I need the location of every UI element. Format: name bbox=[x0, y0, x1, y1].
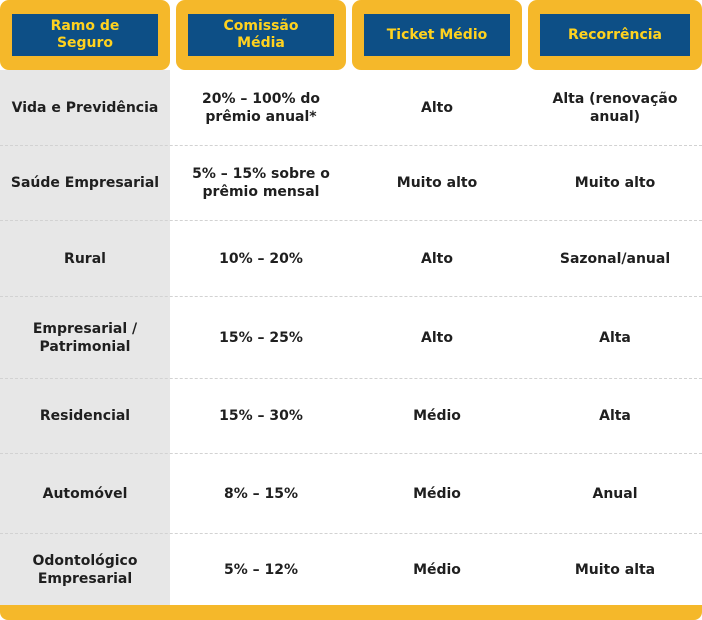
cell-recorrencia: Muito alto bbox=[574, 175, 656, 191]
cell-recorrencia: Alta bbox=[599, 408, 631, 424]
cell-ticket: Médio bbox=[413, 485, 461, 502]
cell-ramo: Rural bbox=[64, 250, 106, 267]
cell-ramo: Residencial bbox=[39, 408, 131, 424]
cell-comissao: 15% – 25% bbox=[219, 329, 303, 346]
cell-comissao: 15% – 30% bbox=[219, 408, 303, 424]
table-row: Empresarial / Patrimonial 15% – 25% Alto… bbox=[0, 297, 702, 379]
header-cell-comissao: Comissão Média bbox=[176, 0, 346, 70]
header-label-ticket: Ticket Médio bbox=[364, 14, 510, 56]
cell-recorrencia: Alta (renovação anual) bbox=[552, 90, 678, 125]
bottom-accent-bar bbox=[0, 605, 702, 620]
table-row: Saúde Empresarial 5% – 15% sobre o prêmi… bbox=[0, 146, 702, 221]
cell-ticket: Alto bbox=[421, 250, 453, 267]
cell-comissao: 8% – 15% bbox=[223, 485, 299, 502]
cell-recorrencia: Alta bbox=[599, 329, 631, 346]
header-cell-recorrencia: Recorrência bbox=[528, 0, 702, 70]
table-body: Vida e Previdência 20% – 100% do prêmio … bbox=[0, 70, 702, 605]
cell-ramo: Vida e Previdência bbox=[11, 99, 159, 116]
cell-ticket: Médio bbox=[413, 408, 461, 424]
first-column-shade bbox=[0, 70, 170, 605]
table-row: Rural 10% – 20% Alto Sazonal/anual bbox=[0, 221, 702, 297]
cell-ramo: Odontológico Empresarial bbox=[32, 552, 138, 587]
header-label-comissao: Comissão Média bbox=[188, 14, 334, 56]
cell-recorrencia: Sazonal/anual bbox=[559, 250, 671, 267]
cell-recorrencia: Muito alta bbox=[574, 561, 656, 578]
cell-ramo: Saúde Empresarial bbox=[10, 175, 160, 191]
table-row: Residencial 15% – 30% Médio Alta bbox=[0, 379, 702, 454]
cell-recorrencia: Anual bbox=[592, 485, 638, 502]
table-row: Vida e Previdência 20% – 100% do prêmio … bbox=[0, 70, 702, 146]
table-row: Automóvel 8% – 15% Médio Anual bbox=[0, 454, 702, 534]
header-label-ramo: Ramo de Seguro bbox=[12, 14, 158, 56]
cell-ticket: Alto bbox=[421, 329, 453, 346]
cell-comissao: 20% – 100% do prêmio anual* bbox=[201, 90, 321, 125]
cell-ticket: Alto bbox=[421, 99, 453, 116]
cell-ticket: Muito alto bbox=[396, 175, 478, 191]
header-label-recorrencia: Recorrência bbox=[540, 14, 690, 56]
cell-ramo: Empresarial / Patrimonial bbox=[32, 320, 138, 355]
cell-comissao: 5% – 12% bbox=[223, 561, 299, 578]
table-header-row: Ramo de Seguro Comissão Média Ticket Méd… bbox=[0, 0, 702, 70]
cell-comissao: 10% – 20% bbox=[219, 250, 303, 267]
header-cell-ramo: Ramo de Seguro bbox=[0, 0, 170, 70]
cell-ramo: Automóvel bbox=[42, 485, 128, 502]
cell-ticket: Médio bbox=[413, 561, 461, 578]
table-row: Odontológico Empresarial 5% – 12% Médio … bbox=[0, 534, 702, 605]
header-cell-ticket: Ticket Médio bbox=[352, 0, 522, 70]
cell-comissao: 5% – 15% sobre o prêmio mensal bbox=[192, 166, 330, 200]
